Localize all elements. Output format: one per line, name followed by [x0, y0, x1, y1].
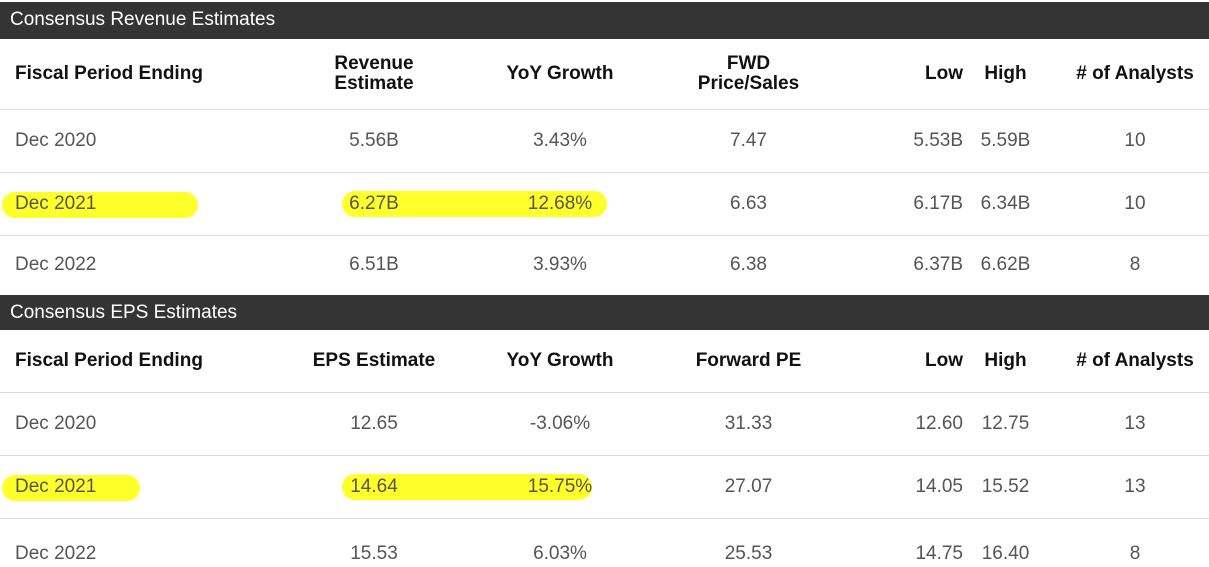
highlight-mark	[2, 192, 198, 218]
yoy-cell: 6.03%	[533, 543, 587, 564]
table-row: Dec 2022 15.53 6.03% 25.53 14.75 16.40 8	[0, 519, 1209, 565]
header-fwd-price-sales: FWD Price/Sales	[697, 53, 800, 94]
analysts-cell: 10	[1124, 130, 1146, 151]
estimate-cell: 14.64	[350, 476, 398, 497]
analysts-cell: 13	[1124, 476, 1146, 497]
estimate-cell: 12.65	[350, 413, 398, 434]
header-low: Low	[925, 350, 963, 371]
estimate-cell: 6.27B	[349, 193, 399, 214]
header-eps-estimate: EPS Estimate	[312, 350, 436, 371]
high-cell: 5.59B	[980, 130, 1031, 151]
estimate-cell: 6.51B	[349, 254, 399, 275]
analysts-cell: 13	[1124, 413, 1146, 434]
yoy-cell: 3.93%	[533, 254, 587, 275]
period-cell: Dec 2021	[15, 476, 97, 497]
table-row: Dec 2021 6.27B 12.68% 6.63 6.17B 6.34B 1…	[0, 173, 1209, 236]
low-cell: 12.60	[915, 413, 963, 434]
header-num-analysts: # of Analysts	[1076, 63, 1194, 84]
estimate-cell: 15.53	[350, 543, 398, 564]
high-cell: 6.34B	[980, 193, 1031, 214]
period-cell: Dec 2022	[15, 254, 97, 275]
low-cell: 14.05	[915, 476, 963, 497]
header-low: Low	[925, 63, 963, 84]
yoy-cell: 12.68%	[527, 193, 593, 214]
high-cell: 15.52	[981, 476, 1030, 497]
low-cell: 5.53B	[913, 130, 963, 151]
yoy-cell: -3.06%	[529, 413, 591, 434]
highlight-mark	[2, 475, 140, 501]
table-row: Dec 2020 12.65 -3.06% 31.33 12.60 12.75 …	[0, 393, 1209, 456]
table-row: Dec 2021 14.64 15.75% 27.07 14.05 15.52 …	[0, 456, 1209, 519]
eps-estimates-section: Consensus EPS Estimates Fiscal Period En…	[0, 294, 1209, 565]
header-revenue-estimate: Revenue Estimate	[334, 53, 414, 94]
header-fiscal-period: Fiscal Period Ending	[15, 63, 203, 84]
period-cell: Dec 2021	[15, 193, 97, 214]
low-cell: 14.75	[915, 543, 963, 564]
yoy-cell: 15.75%	[527, 476, 593, 497]
analysts-cell: 10	[1124, 193, 1146, 214]
header-high: High	[984, 350, 1027, 371]
header-yoy-growth: YoY Growth	[506, 350, 614, 371]
period-cell: Dec 2020	[15, 130, 97, 151]
estimate-cell: 5.56B	[349, 130, 399, 151]
fwd-cell: 25.53	[724, 543, 773, 564]
header-high: High	[984, 63, 1027, 84]
fwd-cell: 27.07	[724, 476, 773, 497]
header-yoy-growth: YoY Growth	[506, 63, 614, 84]
high-cell: 16.40	[981, 543, 1030, 564]
high-cell: 12.75	[981, 413, 1030, 434]
table-row: Dec 2022 6.51B 3.93% 6.38 6.37B 6.62B 8	[0, 236, 1209, 294]
analysts-cell: 8	[1129, 254, 1141, 275]
highlight-mark	[342, 474, 592, 500]
yoy-cell: 3.43%	[533, 130, 587, 151]
period-cell: Dec 2020	[15, 413, 97, 434]
fwd-cell: 6.63	[730, 193, 767, 214]
revenue-header-row: Fiscal Period Ending Revenue Estimate Yo…	[0, 39, 1209, 110]
header-fiscal-period: Fiscal Period Ending	[15, 350, 203, 371]
revenue-section-title: Consensus Revenue Estimates	[0, 2, 1209, 39]
header-num-analysts: # of Analysts	[1076, 350, 1194, 371]
low-cell: 6.17B	[913, 193, 963, 214]
eps-section-title: Consensus EPS Estimates	[0, 295, 1209, 330]
table-row: Dec 2020 5.56B 3.43% 7.47 5.53B 5.59B 10	[0, 110, 1209, 173]
revenue-estimates-section: Consensus Revenue Estimates Fiscal Perio…	[0, 2, 1209, 294]
header-forward-pe: Forward PE	[695, 350, 802, 371]
fwd-cell: 6.38	[730, 254, 767, 275]
fwd-cell: 7.47	[730, 130, 767, 151]
fwd-cell: 31.33	[724, 413, 773, 434]
period-cell: Dec 2022	[15, 543, 97, 564]
eps-header-row: Fiscal Period Ending EPS Estimate YoY Gr…	[0, 330, 1209, 393]
analysts-cell: 8	[1129, 543, 1141, 564]
highlight-mark	[342, 191, 607, 217]
low-cell: 6.37B	[913, 254, 963, 275]
high-cell: 6.62B	[980, 254, 1031, 275]
